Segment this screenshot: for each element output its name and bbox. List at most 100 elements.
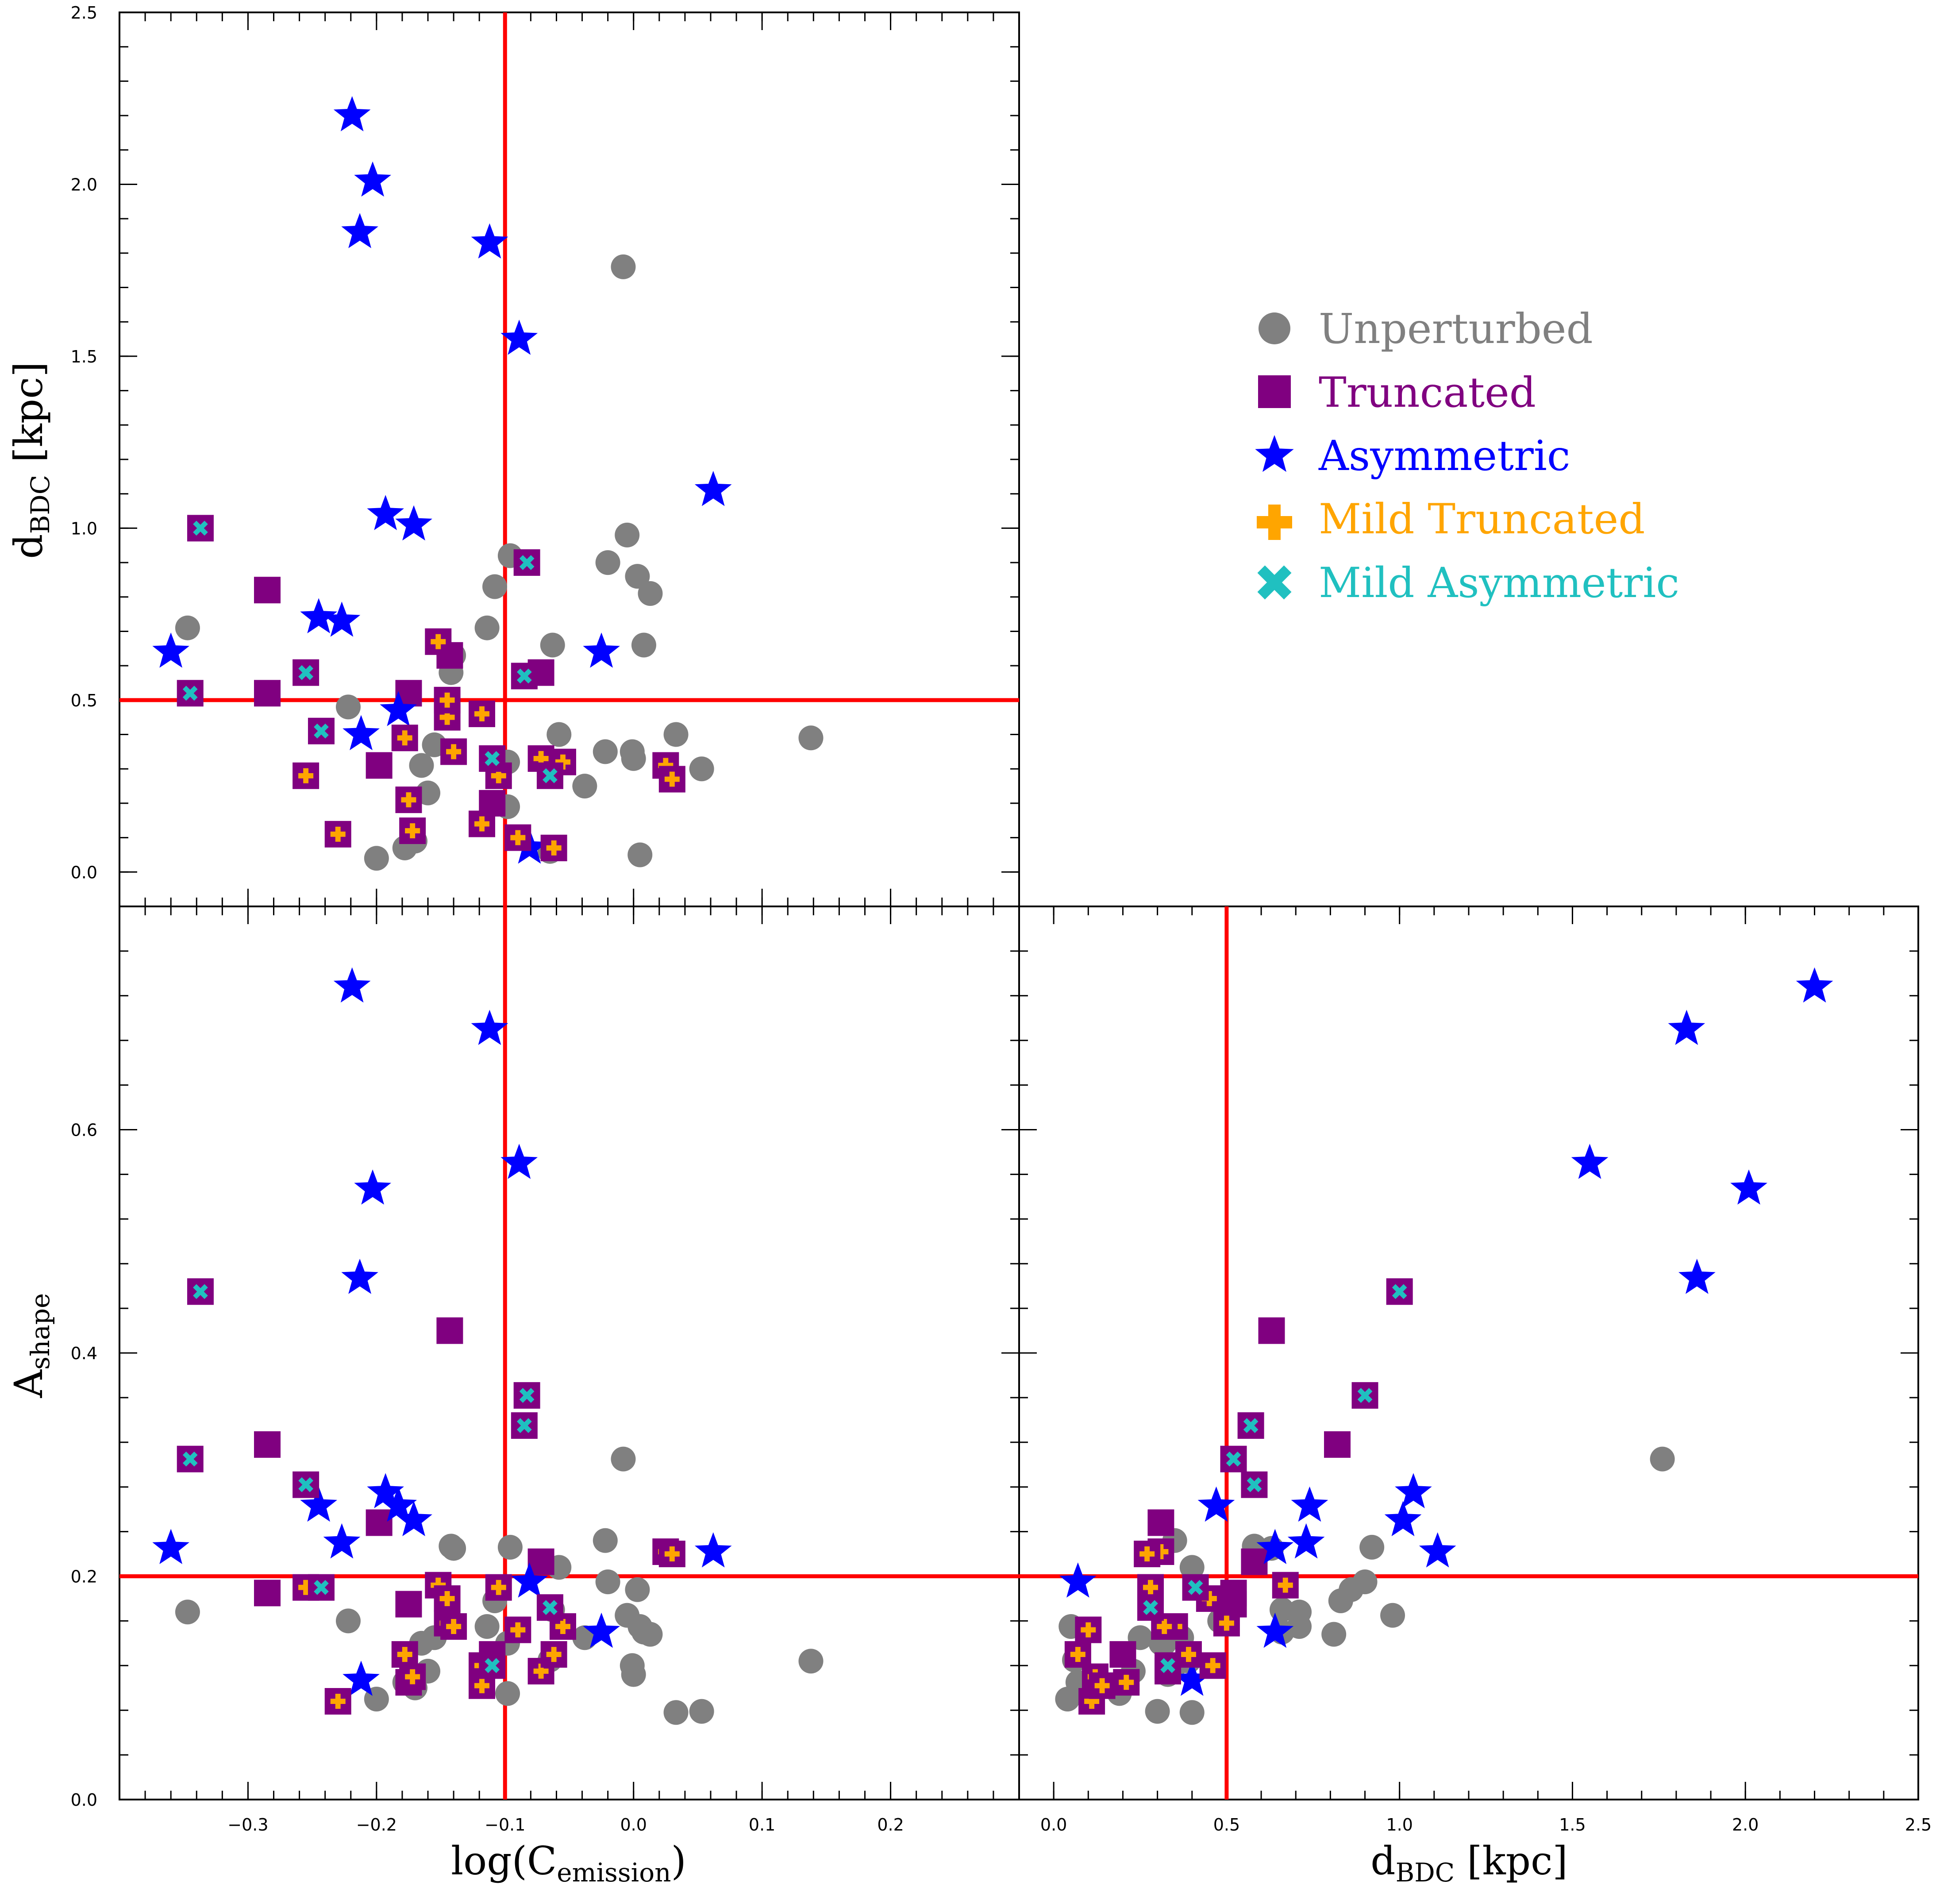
- asymmetric-point: [341, 213, 378, 248]
- mild-asymmetric-point: [1160, 1658, 1175, 1673]
- asymmetric-point: [341, 1259, 378, 1294]
- x-tick-label: −0.2: [356, 1815, 397, 1835]
- mild-asymmetric-point: [298, 665, 314, 680]
- asymmetric-point: [1678, 1259, 1716, 1294]
- mild-truncated-point: [298, 768, 314, 783]
- mild-asymmetric-point: [1243, 1418, 1259, 1433]
- mild-asymmetric-point: [485, 751, 500, 766]
- mild-truncated-point: [1201, 1591, 1217, 1606]
- mild-truncated-point: [446, 1619, 462, 1634]
- asymmetric-point: [500, 1144, 538, 1179]
- unperturbed-point: [1359, 1534, 1385, 1560]
- mild-truncated-point: [1143, 1580, 1158, 1595]
- mild-truncated-point: [1157, 1619, 1172, 1634]
- asymmetric-point: [1571, 1144, 1609, 1179]
- asymmetric-point: [1059, 1562, 1097, 1598]
- unperturbed-point: [474, 1614, 500, 1639]
- mild-truncated-point: [533, 1663, 549, 1679]
- mild-asymmetric-point: [1247, 1477, 1262, 1492]
- unperturbed-point: [798, 725, 824, 751]
- mild-truncated-point: [1119, 1675, 1134, 1690]
- mild-truncated-point: [555, 1619, 570, 1634]
- mild-truncated-point: [405, 1669, 420, 1684]
- x-tick-label: 0.5: [1213, 1815, 1240, 1835]
- unperturbed-point: [335, 694, 361, 720]
- mild-truncated-point: [491, 1580, 506, 1595]
- unperturbed-point: [611, 254, 636, 279]
- asymmetric-point: [152, 632, 189, 668]
- asymmetric-point: [1197, 1486, 1235, 1522]
- mild-truncated-point: [1205, 1658, 1220, 1673]
- legend-marker-truncated: [1258, 375, 1291, 408]
- mild-truncated-point: [1139, 1546, 1155, 1562]
- mild-asymmetric-point: [1357, 1388, 1373, 1403]
- unperturbed-point: [663, 1700, 689, 1725]
- x-axis-label-bottom-left: log(Cemission): [451, 1838, 686, 1888]
- truncated-point: [436, 1317, 463, 1344]
- legend-label-mild-asymmetric: Mild Asymmetric: [1319, 559, 1679, 607]
- mild-asymmetric-point: [193, 1284, 208, 1299]
- unperturbed-point: [572, 774, 597, 799]
- y-tick-label: 1.0: [71, 519, 97, 538]
- asymmetric-point: [300, 598, 337, 633]
- unperturbed-point: [615, 522, 640, 547]
- mild-truncated-point: [431, 634, 446, 649]
- tick-labels: 0.0 0.5 1.0 1.5 2.0 2.5 −0.3 −0.2 −0.1 0.0 0.1 0.2 0…: [71, 3, 1932, 1835]
- mild-asymmetric-point: [516, 668, 532, 684]
- data-points: [152, 96, 1833, 1725]
- legend-marker-mild-truncated: [1257, 505, 1292, 540]
- asymmetric-point: [380, 1486, 417, 1522]
- truncated-point: [254, 1431, 281, 1458]
- mild-asymmetric-point: [543, 1600, 558, 1615]
- mild-asymmetric-point: [519, 1388, 535, 1403]
- mild-asymmetric-point: [516, 1418, 532, 1433]
- asymmetric-point: [1668, 1010, 1705, 1045]
- unperturbed-point: [364, 846, 389, 871]
- x-tick-label: 2.0: [1732, 1815, 1759, 1835]
- mild-truncated-point: [1070, 1647, 1085, 1662]
- mild-asymmetric-point: [314, 723, 329, 739]
- unperturbed-point: [1321, 1622, 1347, 1647]
- truncated-point: [254, 680, 281, 707]
- truncated-point: [366, 752, 393, 779]
- asymmetric-point: [1419, 1532, 1456, 1568]
- panel-bottom-right-frame: [1018, 906, 1919, 1800]
- x-tick-label: −0.3: [227, 1815, 268, 1835]
- truncated-point: [254, 1580, 281, 1607]
- mild-asymmetric-point: [485, 1658, 500, 1673]
- unperturbed-point: [798, 1649, 824, 1674]
- asymmetric-point: [367, 495, 404, 530]
- mild-truncated-point: [491, 768, 506, 783]
- mild-truncated-point: [474, 706, 490, 721]
- asymmetric-point: [354, 1169, 391, 1205]
- mild-truncated-point: [439, 709, 455, 725]
- mild-asymmetric-point: [193, 520, 208, 536]
- truncated-point: [395, 1591, 422, 1618]
- truncated-point: [366, 1509, 393, 1536]
- mild-asymmetric-point: [1188, 1580, 1203, 1595]
- asymmetric-point: [300, 1486, 337, 1522]
- unperturbed-point: [335, 1608, 361, 1634]
- y-tick-label: 0.4: [71, 1344, 97, 1363]
- unperturbed-point: [1179, 1555, 1205, 1580]
- asymmetric-point: [1395, 1473, 1432, 1508]
- mild-asymmetric-point: [1143, 1600, 1158, 1615]
- asymmetric-point: [1256, 1529, 1294, 1564]
- y-tick-label: 1.5: [71, 347, 97, 366]
- asymmetric-point: [1256, 1612, 1294, 1648]
- unperturbed-point: [1145, 1699, 1170, 1724]
- asymmetric-point: [354, 161, 391, 197]
- legend-label-truncated: Truncated: [1319, 369, 1536, 417]
- mild-truncated-point: [1081, 1622, 1096, 1638]
- x-axis-label-bottom-right: dBDC [kpc]: [1370, 1838, 1567, 1888]
- asymmetric-point: [343, 715, 380, 751]
- mild-asymmetric-point: [1392, 1284, 1407, 1299]
- unperturbed-point: [409, 753, 434, 778]
- asymmetric-point: [333, 96, 371, 131]
- y-tick-label: 0.0: [71, 1790, 97, 1810]
- mild-truncated-point: [546, 1647, 562, 1662]
- asymmetric-point: [583, 632, 620, 668]
- mild-truncated-point: [439, 692, 455, 708]
- mild-truncated-point: [330, 1694, 346, 1709]
- asymmetric-point: [395, 1501, 432, 1536]
